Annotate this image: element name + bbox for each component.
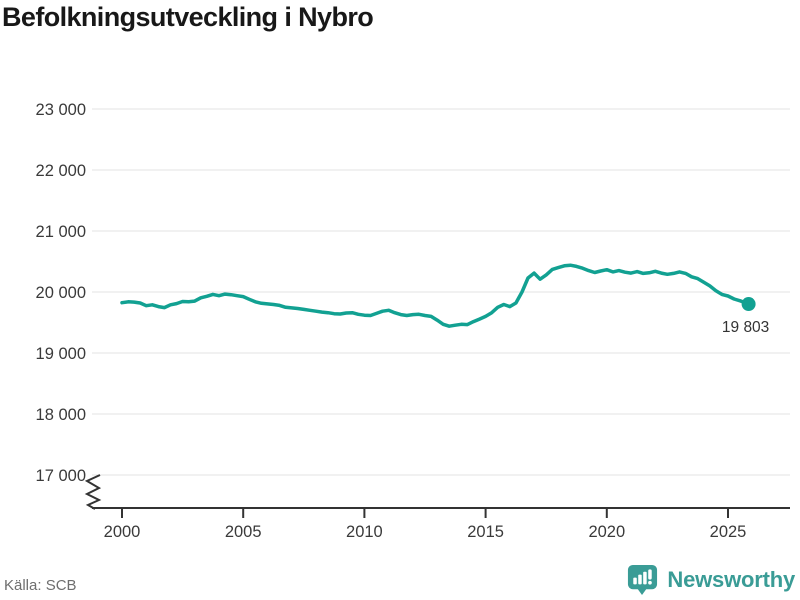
y-tick-label: 19 000 bbox=[36, 345, 86, 363]
last-value-annotation: 19 803 bbox=[722, 319, 769, 336]
x-tick-label: 2025 bbox=[710, 523, 747, 541]
y-tick-label: 23 000 bbox=[36, 101, 86, 119]
y-tick-label: 22 000 bbox=[36, 162, 86, 180]
y-tick-label: 18 000 bbox=[36, 406, 86, 424]
brand-name: Newsworthy bbox=[667, 567, 795, 592]
x-tick-label: 2000 bbox=[104, 523, 141, 541]
newsworthy-speech-bubble-chart-icon bbox=[628, 564, 658, 596]
newsworthy-logo: Newsworthy bbox=[626, 563, 795, 597]
y-tick-label: 17 000 bbox=[36, 467, 86, 485]
x-tick-label: 2010 bbox=[346, 523, 383, 541]
y-tick-label: 21 000 bbox=[36, 223, 86, 241]
x-tick-label: 2020 bbox=[588, 523, 625, 541]
population-series-line bbox=[120, 263, 751, 328]
x-tick-label: 2015 bbox=[467, 523, 504, 541]
last-point-marker bbox=[741, 297, 756, 312]
chart-title: Befolkningsutveckling i Nybro bbox=[2, 2, 374, 32]
source-label: Källa: SCB bbox=[4, 577, 77, 594]
x-tick-label: 2005 bbox=[225, 523, 262, 541]
axis-break-zigzag bbox=[84, 474, 102, 510]
y-tick-label: 20 000 bbox=[36, 284, 86, 302]
